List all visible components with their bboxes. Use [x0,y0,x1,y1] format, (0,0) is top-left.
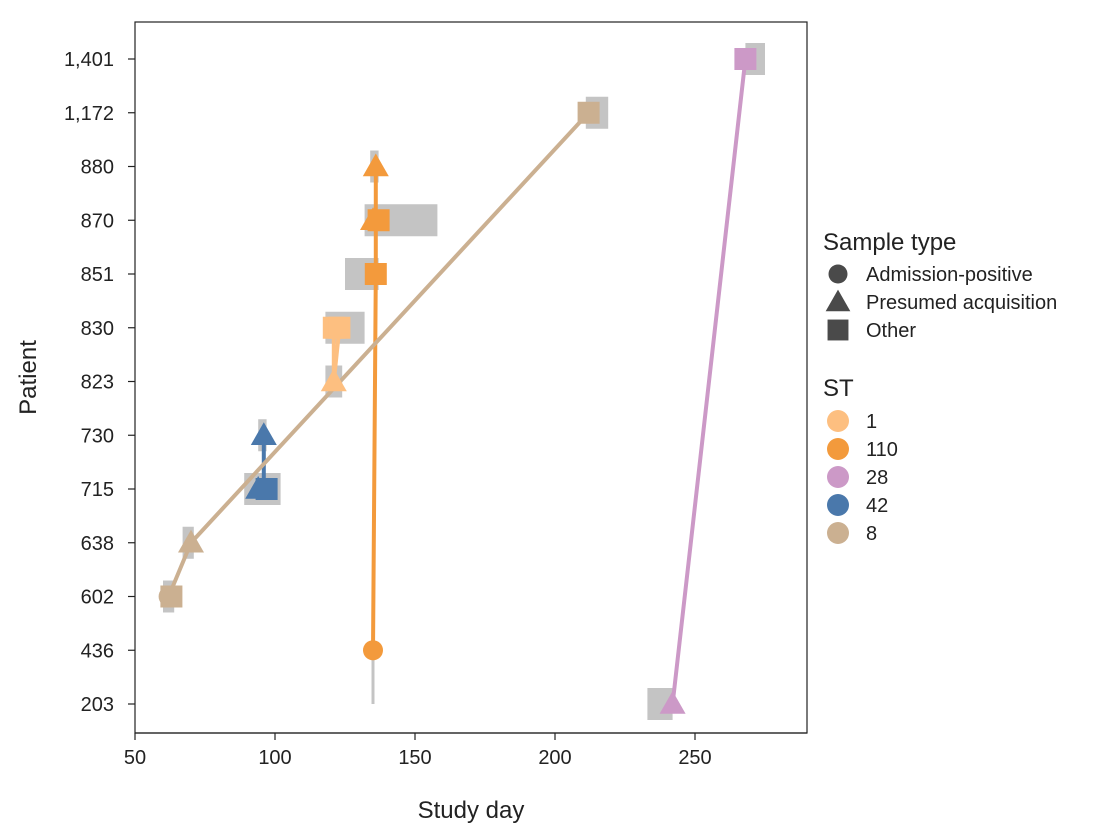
x-tick-label: 150 [398,747,431,769]
y-tick-label: 436 [81,640,114,662]
y-tick-label: 730 [81,425,114,447]
y-tick-label: 715 [81,479,114,501]
x-axis: 50 100 150 200 250 [124,732,807,769]
transmission-link [189,110,591,545]
y-tick-label: 880 [81,157,114,179]
y-tick-label: 638 [81,533,114,555]
data-point-square [255,478,278,500]
y-axis-title: Patient [15,340,42,415]
x-tick-label: 200 [538,747,571,769]
st-legend-title: ST [823,375,854,402]
data-point-circle [363,640,383,661]
x-axis-title: Study day [418,797,525,824]
transmission-link [670,57,748,706]
y-tick-label: 203 [81,694,114,716]
y-axis: 203 436 602 638 715 730 823 830 851 870 880 1,172 1,… [64,49,135,716]
legend-key-st [827,438,849,460]
plot-frame [134,21,808,734]
sample-type-legend-title: Sample type [823,229,956,256]
data-point-triangle [320,368,347,392]
legend-label: Other [866,320,916,342]
legend-key-st [827,466,849,488]
hospital-stay-layer [163,43,765,720]
x-tick-label: 100 [258,747,291,769]
x-tick-label: 50 [124,747,146,769]
data-point-square [328,316,351,339]
legend-label: 28 [866,467,888,489]
data-point-triangle [250,422,277,445]
data-point-triangle [659,691,686,714]
data-point-triangle [362,153,389,177]
data-point-triangle [178,529,204,553]
transmission-link-layer [166,57,748,706]
y-tick-label: 851 [81,264,114,286]
legend-label: 1 [866,411,877,433]
data-point-square [160,585,183,608]
legend-label: Admission-positive [866,264,1033,286]
y-tick-label: 1,401 [64,49,114,71]
legend-key-circle [828,264,848,284]
legend-key-st [827,522,849,544]
y-tick-label: 602 [81,587,114,609]
legend-key-square [827,319,849,341]
x-tick-label: 250 [678,747,711,769]
legend-label: 110 [866,439,898,461]
data-point-square [734,48,757,70]
data-point-square [577,101,600,124]
sample-point-layer [158,48,757,714]
transmission-link [371,272,378,653]
legend-key-triangle [825,289,851,312]
legend-label: 8 [866,523,877,545]
data-point-square [364,263,387,285]
y-tick-label: 823 [81,372,114,394]
legend-label: Presumed acquisition [866,292,1057,314]
y-tick-label: 870 [81,210,114,232]
y-tick-label: 1,172 [64,103,114,125]
st-legend: ST 1 110 28 42 8 [823,375,898,545]
y-tick-label: 830 [81,318,114,340]
data-point-triangle [360,207,386,230]
legend-label: 42 [866,495,888,517]
legend-key-st [827,494,849,516]
legend-key-st [827,410,849,432]
sample-type-legend: Sample type Admission-positive Presumed a… [823,229,1057,342]
